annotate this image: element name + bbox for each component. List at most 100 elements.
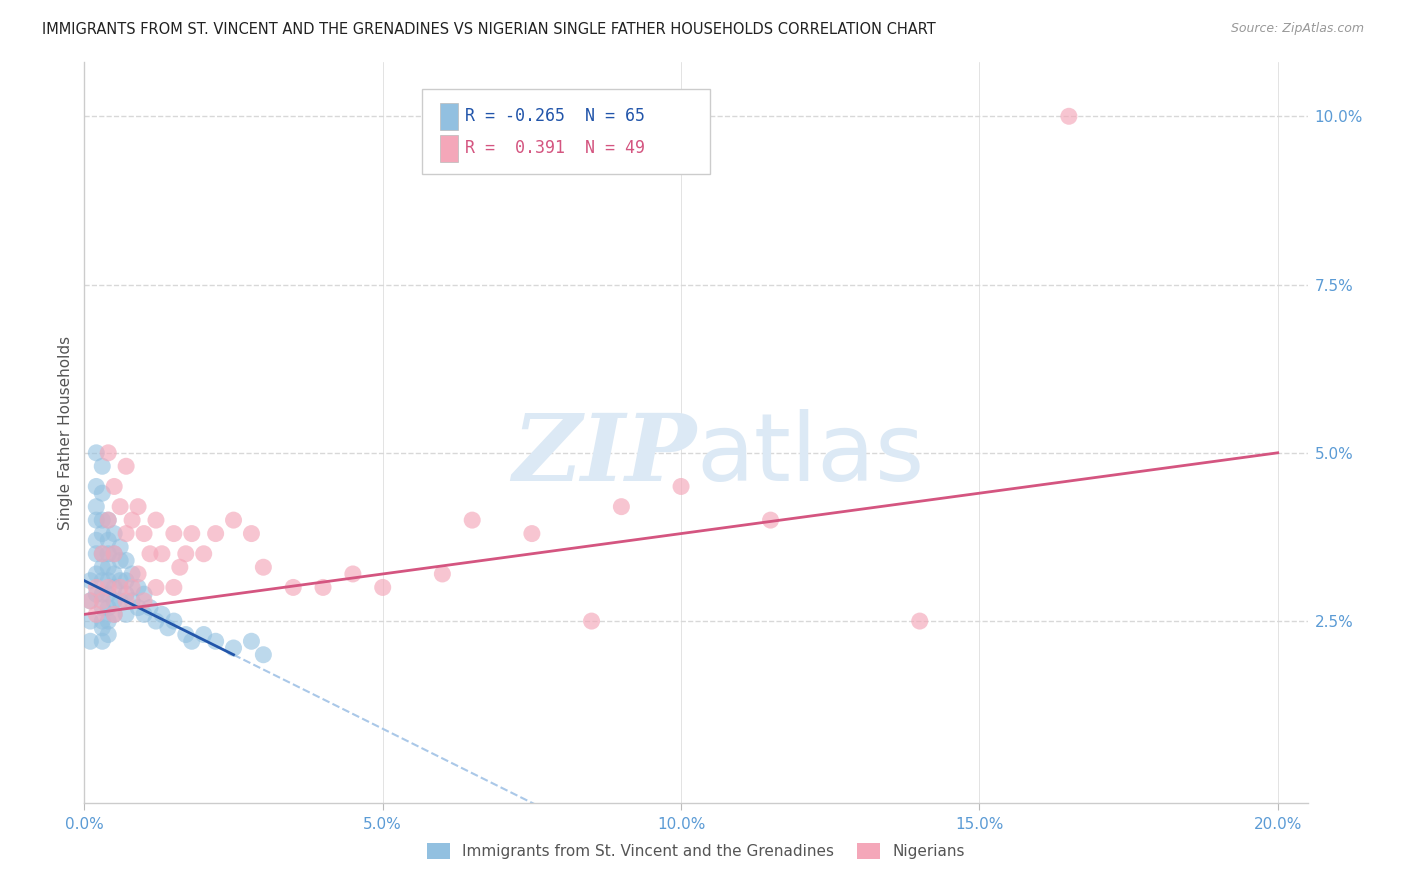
Point bbox=[371, 581, 394, 595]
Point bbox=[108, 581, 131, 595]
Point bbox=[79, 594, 101, 608]
Point bbox=[84, 607, 107, 622]
Point bbox=[252, 648, 274, 662]
Point bbox=[97, 547, 120, 561]
Point bbox=[97, 513, 120, 527]
Point bbox=[84, 479, 107, 493]
Point bbox=[127, 500, 149, 514]
Text: R =  0.391: R = 0.391 bbox=[465, 139, 565, 157]
Point bbox=[174, 547, 197, 561]
Point bbox=[103, 547, 125, 561]
Point bbox=[108, 500, 131, 514]
Point bbox=[84, 533, 107, 548]
Point bbox=[97, 627, 120, 641]
Point bbox=[97, 513, 120, 527]
Point bbox=[174, 627, 197, 641]
Point bbox=[91, 547, 114, 561]
Point bbox=[132, 594, 155, 608]
Point bbox=[204, 634, 226, 648]
Point bbox=[79, 634, 101, 648]
Text: IMMIGRANTS FROM ST. VINCENT AND THE GRENADINES VS NIGERIAN SINGLE FATHER HOUSEHO: IMMIGRANTS FROM ST. VINCENT AND THE GREN… bbox=[42, 22, 936, 37]
Point bbox=[520, 526, 543, 541]
Point bbox=[91, 526, 114, 541]
Point bbox=[91, 513, 114, 527]
Point bbox=[115, 553, 138, 567]
Point bbox=[91, 621, 114, 635]
Point bbox=[127, 566, 149, 581]
Point bbox=[115, 526, 138, 541]
Point bbox=[103, 607, 125, 622]
Point bbox=[103, 479, 125, 493]
Point bbox=[97, 533, 120, 548]
Text: ZIP: ZIP bbox=[512, 409, 696, 500]
Point bbox=[84, 566, 107, 581]
Point bbox=[163, 614, 186, 628]
Point bbox=[115, 574, 138, 588]
Point bbox=[97, 587, 120, 601]
Point bbox=[91, 594, 114, 608]
Point bbox=[103, 526, 125, 541]
Point bbox=[1057, 109, 1080, 123]
Point bbox=[103, 581, 125, 595]
Point bbox=[97, 574, 120, 588]
Point bbox=[108, 540, 131, 554]
Point bbox=[163, 526, 186, 541]
Point bbox=[108, 594, 131, 608]
Point bbox=[84, 500, 107, 514]
Point bbox=[127, 581, 149, 595]
Point bbox=[150, 607, 173, 622]
Point bbox=[103, 547, 125, 561]
Point bbox=[91, 574, 114, 588]
Point bbox=[132, 526, 155, 541]
Point bbox=[103, 566, 125, 581]
Point bbox=[84, 547, 107, 561]
Point bbox=[145, 581, 167, 595]
Point bbox=[121, 513, 143, 527]
Point bbox=[91, 614, 114, 628]
Point bbox=[84, 587, 107, 601]
Point bbox=[97, 614, 120, 628]
Point bbox=[240, 526, 263, 541]
Text: atlas: atlas bbox=[696, 409, 924, 500]
Point bbox=[180, 526, 202, 541]
Point bbox=[115, 607, 138, 622]
Point bbox=[156, 621, 179, 635]
Point bbox=[461, 513, 484, 527]
Point bbox=[84, 513, 107, 527]
Point bbox=[163, 581, 186, 595]
Point bbox=[84, 446, 107, 460]
Point bbox=[145, 614, 167, 628]
Point bbox=[127, 600, 149, 615]
Text: N = 65: N = 65 bbox=[585, 107, 645, 126]
Point bbox=[121, 566, 143, 581]
Point bbox=[240, 634, 263, 648]
Point bbox=[121, 581, 143, 595]
Point bbox=[222, 640, 245, 655]
Point bbox=[97, 600, 120, 615]
Point bbox=[103, 594, 125, 608]
Point bbox=[193, 547, 215, 561]
Point bbox=[283, 581, 305, 595]
Point bbox=[97, 581, 120, 595]
Point bbox=[79, 574, 101, 588]
Point bbox=[91, 634, 114, 648]
Point bbox=[79, 594, 101, 608]
Point bbox=[132, 607, 155, 622]
Point bbox=[312, 581, 335, 595]
Point bbox=[204, 526, 226, 541]
Point bbox=[132, 587, 155, 601]
Point bbox=[150, 547, 173, 561]
Point bbox=[145, 513, 167, 527]
Point bbox=[84, 581, 107, 595]
Point bbox=[91, 486, 114, 500]
Point bbox=[908, 614, 931, 628]
Point bbox=[581, 614, 603, 628]
Point bbox=[108, 574, 131, 588]
Point bbox=[759, 513, 782, 527]
Point bbox=[79, 614, 101, 628]
Point bbox=[103, 607, 125, 622]
Point bbox=[91, 547, 114, 561]
Point bbox=[91, 587, 114, 601]
Point bbox=[108, 553, 131, 567]
Point bbox=[342, 566, 364, 581]
